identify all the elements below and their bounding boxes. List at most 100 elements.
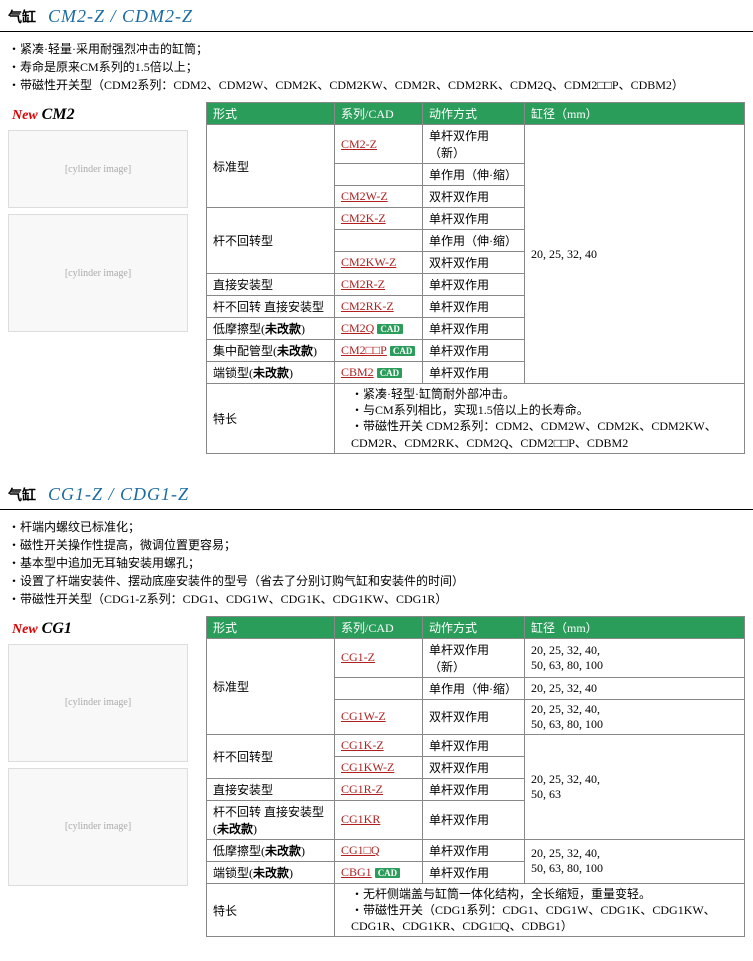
series-link[interactable]: CM2-Z xyxy=(341,137,377,151)
features-row: 特长 无杆侧端盖与缸筒一体化结构，全长缩短，重量变轻。带磁性开关（CDG1系列：… xyxy=(207,883,745,937)
series-link[interactable]: CM2R-Z xyxy=(341,277,385,291)
table-header: 缸径（mm） xyxy=(525,616,745,638)
form-cell: 直接安装型 xyxy=(207,778,335,800)
series-cell: CG1W-Z xyxy=(335,699,423,734)
series-cell: CG1KR xyxy=(335,800,423,839)
section-label: 气缸 xyxy=(8,7,36,27)
image-column: New CM2 [cylinder image] [cylinder image… xyxy=(8,102,198,454)
spec-table: 形式系列/CAD动作方式缸径（mm）标准型CG1-Z单杆双作用（新）20, 25… xyxy=(206,616,745,938)
action-cell: 单作用（伸·缩） xyxy=(423,230,525,252)
form-cell: 低摩擦型(未改款) xyxy=(207,839,335,861)
table-header: 系列/CAD xyxy=(335,103,423,125)
bore-cell: 20, 25, 32, 40,50, 63 xyxy=(525,734,745,839)
action-cell: 单杆双作用 xyxy=(423,861,525,883)
series-link[interactable]: CM2□□P xyxy=(341,343,387,357)
bullet-item: 带磁性开关型（CDG1-Z系列：CDG1、CDG1W、CDG1K、CDG1KW、… xyxy=(8,590,745,608)
series-cell: CBG1CAD xyxy=(335,861,423,883)
table-header: 缸径（mm） xyxy=(525,103,745,125)
table-row: 标准型CG1-Z单杆双作用（新）20, 25, 32, 40,50, 63, 8… xyxy=(207,638,745,677)
form-cell: 端锁型(未改款) xyxy=(207,861,335,883)
bullets-list: 紧凑·轻量·采用耐强烈冲击的缸筒；寿命是原来CM系列的1.5倍以上；带磁性开关型… xyxy=(0,32,753,98)
series-cell xyxy=(335,164,423,186)
action-cell: 单杆双作用 xyxy=(423,734,525,756)
form-cell: 杆不回转 直接安装型(未改款) xyxy=(207,800,335,839)
content-row: New CG1 [cylinder image] [cylinder image… xyxy=(0,612,753,946)
features-label: 特长 xyxy=(207,883,335,937)
action-cell: 单杆双作用 xyxy=(423,800,525,839)
series-link[interactable]: CM2RK-Z xyxy=(341,299,394,313)
new-model: CM2 xyxy=(42,106,75,124)
series-cell: CM2K-Z xyxy=(335,208,423,230)
form-cell: 端锁型(未改款) xyxy=(207,362,335,384)
image-column: New CG1 [cylinder image] [cylinder image… xyxy=(8,616,198,938)
table-column: 形式系列/CAD动作方式缸径（mm）标准型CM2-Z单杆双作用（新）20, 25… xyxy=(206,102,745,454)
series-cell: CM2□□PCAD xyxy=(335,340,423,362)
series-link[interactable]: CM2K-Z xyxy=(341,211,386,225)
form-cell: 标准型 xyxy=(207,125,335,208)
series-cell: CG1R-Z xyxy=(335,778,423,800)
features-label: 特长 xyxy=(207,384,335,454)
section-cg1: 气缸 CG1-Z / CDG1-Z 杆端内螺纹已标准化；磁性开关操作性提高，微调… xyxy=(0,478,753,946)
series-link[interactable]: CM2W-Z xyxy=(341,189,388,203)
series-link[interactable]: CM2Q xyxy=(341,321,374,335)
new-model: CG1 xyxy=(42,620,72,638)
form-cell: 杆不回转 直接安装型 xyxy=(207,296,335,318)
bore-cell: 20, 25, 32, 40,50, 63, 80, 100 xyxy=(525,638,745,677)
new-badge: New CG1 xyxy=(12,620,198,638)
table-row: 标准型CM2-Z单杆双作用（新）20, 25, 32, 40 xyxy=(207,125,745,164)
bullet-item: 设置了杆端安装件、摆动底座安装件的型号（省去了分别订购气缸和安装件的时间） xyxy=(8,572,745,590)
series-link[interactable]: CG1KW-Z xyxy=(341,760,394,774)
feat-item: 无杆侧端盖与缸筒一体化结构，全长缩短，重量变轻。 xyxy=(351,886,738,902)
title-row: 气缸 CG1-Z / CDG1-Z xyxy=(0,478,753,510)
form-cell: 集中配管型(未改款) xyxy=(207,340,335,362)
table-header: 形式 xyxy=(207,103,335,125)
series-cell: CG1K-Z xyxy=(335,734,423,756)
series-cell: CM2W-Z xyxy=(335,186,423,208)
feat-item: 带磁性开关 CDM2系列：CDM2、CDM2W、CDM2K、CDM2KW、CDM… xyxy=(351,418,738,450)
action-cell: 双杆双作用 xyxy=(423,699,525,734)
action-cell: 单杆双作用 xyxy=(423,274,525,296)
new-badge: New CM2 xyxy=(12,106,198,124)
features-cell: 紧凑·轻型·缸筒耐外部冲击。与CM系列相比，实现1.5倍以上的长寿命。带磁性开关… xyxy=(335,384,745,454)
bullet-item: 磁性开关操作性提高，微调位置更容易； xyxy=(8,536,745,554)
series-cell: CM2R-Z xyxy=(335,274,423,296)
series-link[interactable]: CBG1 xyxy=(341,865,372,879)
bore-cell: 20, 25, 32, 40 xyxy=(525,125,745,384)
table-header: 动作方式 xyxy=(423,103,525,125)
table-row: 低摩擦型(未改款)CG1□Q单杆双作用20, 25, 32, 40,50, 63… xyxy=(207,839,745,861)
series-link[interactable]: CG1KR xyxy=(341,812,380,826)
action-cell: 单杆双作用 xyxy=(423,839,525,861)
product-image: [cylinder image] xyxy=(8,644,188,762)
bullets-list: 杆端内螺纹已标准化；磁性开关操作性提高，微调位置更容易；基本型中追加无耳轴安装用… xyxy=(0,510,753,612)
section-model: CM2-Z / CDM2-Z xyxy=(48,6,193,27)
series-cell: CG1-Z xyxy=(335,638,423,677)
bore-cell: 20, 25, 32, 40,50, 63, 80, 100 xyxy=(525,839,745,883)
table-header: 系列/CAD xyxy=(335,616,423,638)
product-image: [cylinder image] xyxy=(8,214,188,332)
form-cell: 标准型 xyxy=(207,638,335,734)
series-link[interactable]: CG1-Z xyxy=(341,650,375,664)
series-link[interactable]: CG1K-Z xyxy=(341,738,384,752)
form-cell: 杆不回转型 xyxy=(207,208,335,274)
bullet-item: 寿命是原来CM系列的1.5倍以上； xyxy=(8,58,745,76)
series-link[interactable]: CG1R-Z xyxy=(341,782,383,796)
action-cell: 单杆双作用（新） xyxy=(423,638,525,677)
content-row: New CM2 [cylinder image] [cylinder image… xyxy=(0,98,753,462)
action-cell: 双杆双作用 xyxy=(423,252,525,274)
action-cell: 双杆双作用 xyxy=(423,756,525,778)
section-model: CG1-Z / CDG1-Z xyxy=(48,484,189,505)
series-cell xyxy=(335,230,423,252)
series-link[interactable]: CG1W-Z xyxy=(341,709,386,723)
product-image: [cylinder image] xyxy=(8,130,188,208)
series-link[interactable]: CM2KW-Z xyxy=(341,255,396,269)
table-header: 动作方式 xyxy=(423,616,525,638)
series-link[interactable]: CBM2 xyxy=(341,365,374,379)
series-link[interactable]: CG1□Q xyxy=(341,843,380,857)
cad-badge: CAD xyxy=(377,368,403,378)
series-cell: CM2RK-Z xyxy=(335,296,423,318)
section-cm2: 气缸 CM2-Z / CDM2-Z 紧凑·轻量·采用耐强烈冲击的缸筒；寿命是原来… xyxy=(0,0,753,462)
title-row: 气缸 CM2-Z / CDM2-Z xyxy=(0,0,753,32)
bore-cell: 20, 25, 32, 40 xyxy=(525,677,745,699)
feat-item: 紧凑·轻型·缸筒耐外部冲击。 xyxy=(351,386,738,402)
bullet-item: 紧凑·轻量·采用耐强烈冲击的缸筒； xyxy=(8,40,745,58)
